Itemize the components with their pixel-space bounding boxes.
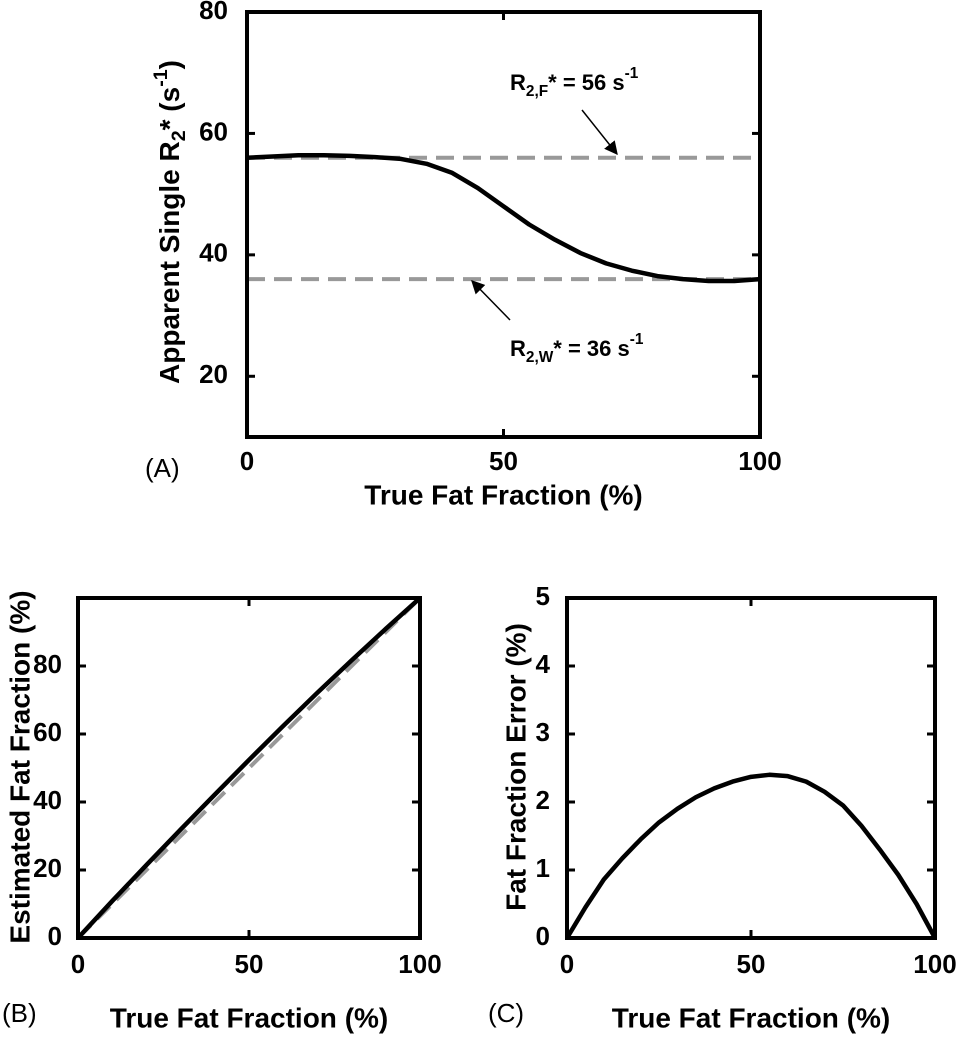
y-tick-label: 0 <box>536 921 550 951</box>
data-line <box>565 772 937 940</box>
x-tick-label: 50 <box>235 949 264 979</box>
panel-label: (B) <box>2 998 37 1028</box>
label-part: -1 <box>625 65 639 82</box>
panel-label: (A) <box>145 453 180 483</box>
x-tick-label: 0 <box>71 949 85 979</box>
y-tick-label: 80 <box>33 649 62 679</box>
annotation-arrow <box>581 109 618 156</box>
y-tick-label: 60 <box>33 717 62 747</box>
data-line <box>246 153 761 284</box>
label-part: 2,F <box>526 83 548 100</box>
annotation-arrow <box>471 280 511 321</box>
x-tick-label: 50 <box>489 446 518 476</box>
y-tick-label: 5 <box>536 581 550 611</box>
y-axis-label: Apparent Single R2* (s-1) <box>150 60 190 384</box>
y-tick-label: 60 <box>199 116 228 146</box>
y-tick-label: 2 <box>536 785 550 815</box>
label-part: * = 56 s <box>548 70 624 95</box>
x-tick-label: 100 <box>913 949 956 979</box>
x-tick-label: 50 <box>737 949 766 979</box>
x-axis-label: True Fat Fraction (%) <box>110 1002 388 1033</box>
y-tick-label: 3 <box>536 717 550 747</box>
x-axis-label: True Fat Fraction (%) <box>612 1002 890 1033</box>
y-tick-label: 1 <box>536 853 550 883</box>
label-part: * (s <box>154 87 185 131</box>
y-tick-label: 40 <box>199 238 228 268</box>
label-part: ) <box>154 60 185 69</box>
y-tick-label: 80 <box>199 0 228 25</box>
label-part: -1 <box>630 331 644 348</box>
label-part: R <box>510 70 526 95</box>
label-part: Apparent Single R <box>154 141 185 384</box>
annotation: R2,F* = 56 s-1 <box>510 65 639 100</box>
x-tick-label: 100 <box>398 949 441 979</box>
x-tick-label: 0 <box>240 446 254 476</box>
label-part: -1 <box>150 69 172 87</box>
x-tick-label: 100 <box>738 446 781 476</box>
y-axis-label: Fat Fraction Error (%) <box>500 623 531 911</box>
y-tick-label: 0 <box>48 921 62 951</box>
y-tick-label: 4 <box>536 649 551 679</box>
x-tick-label: 0 <box>560 949 574 979</box>
data-line <box>76 596 422 940</box>
annotation: R2,W* = 36 s-1 <box>510 331 644 366</box>
y-tick-label: 20 <box>199 359 228 389</box>
x-axis-label: True Fat Fraction (%) <box>364 479 642 510</box>
label-part: 2 <box>168 130 190 141</box>
y-tick-label: 40 <box>33 785 62 815</box>
panel-label: (C) <box>488 998 524 1028</box>
label-part: * = 36 s <box>553 336 629 361</box>
y-tick-label: 20 <box>33 853 62 883</box>
plot-frame <box>565 596 937 940</box>
plot-frame <box>245 10 762 439</box>
label-part: 2,W <box>526 349 554 366</box>
data-line <box>76 596 422 940</box>
label-part: R <box>510 336 526 361</box>
y-axis-label: Estimated Fat Fraction (%) <box>4 590 35 943</box>
